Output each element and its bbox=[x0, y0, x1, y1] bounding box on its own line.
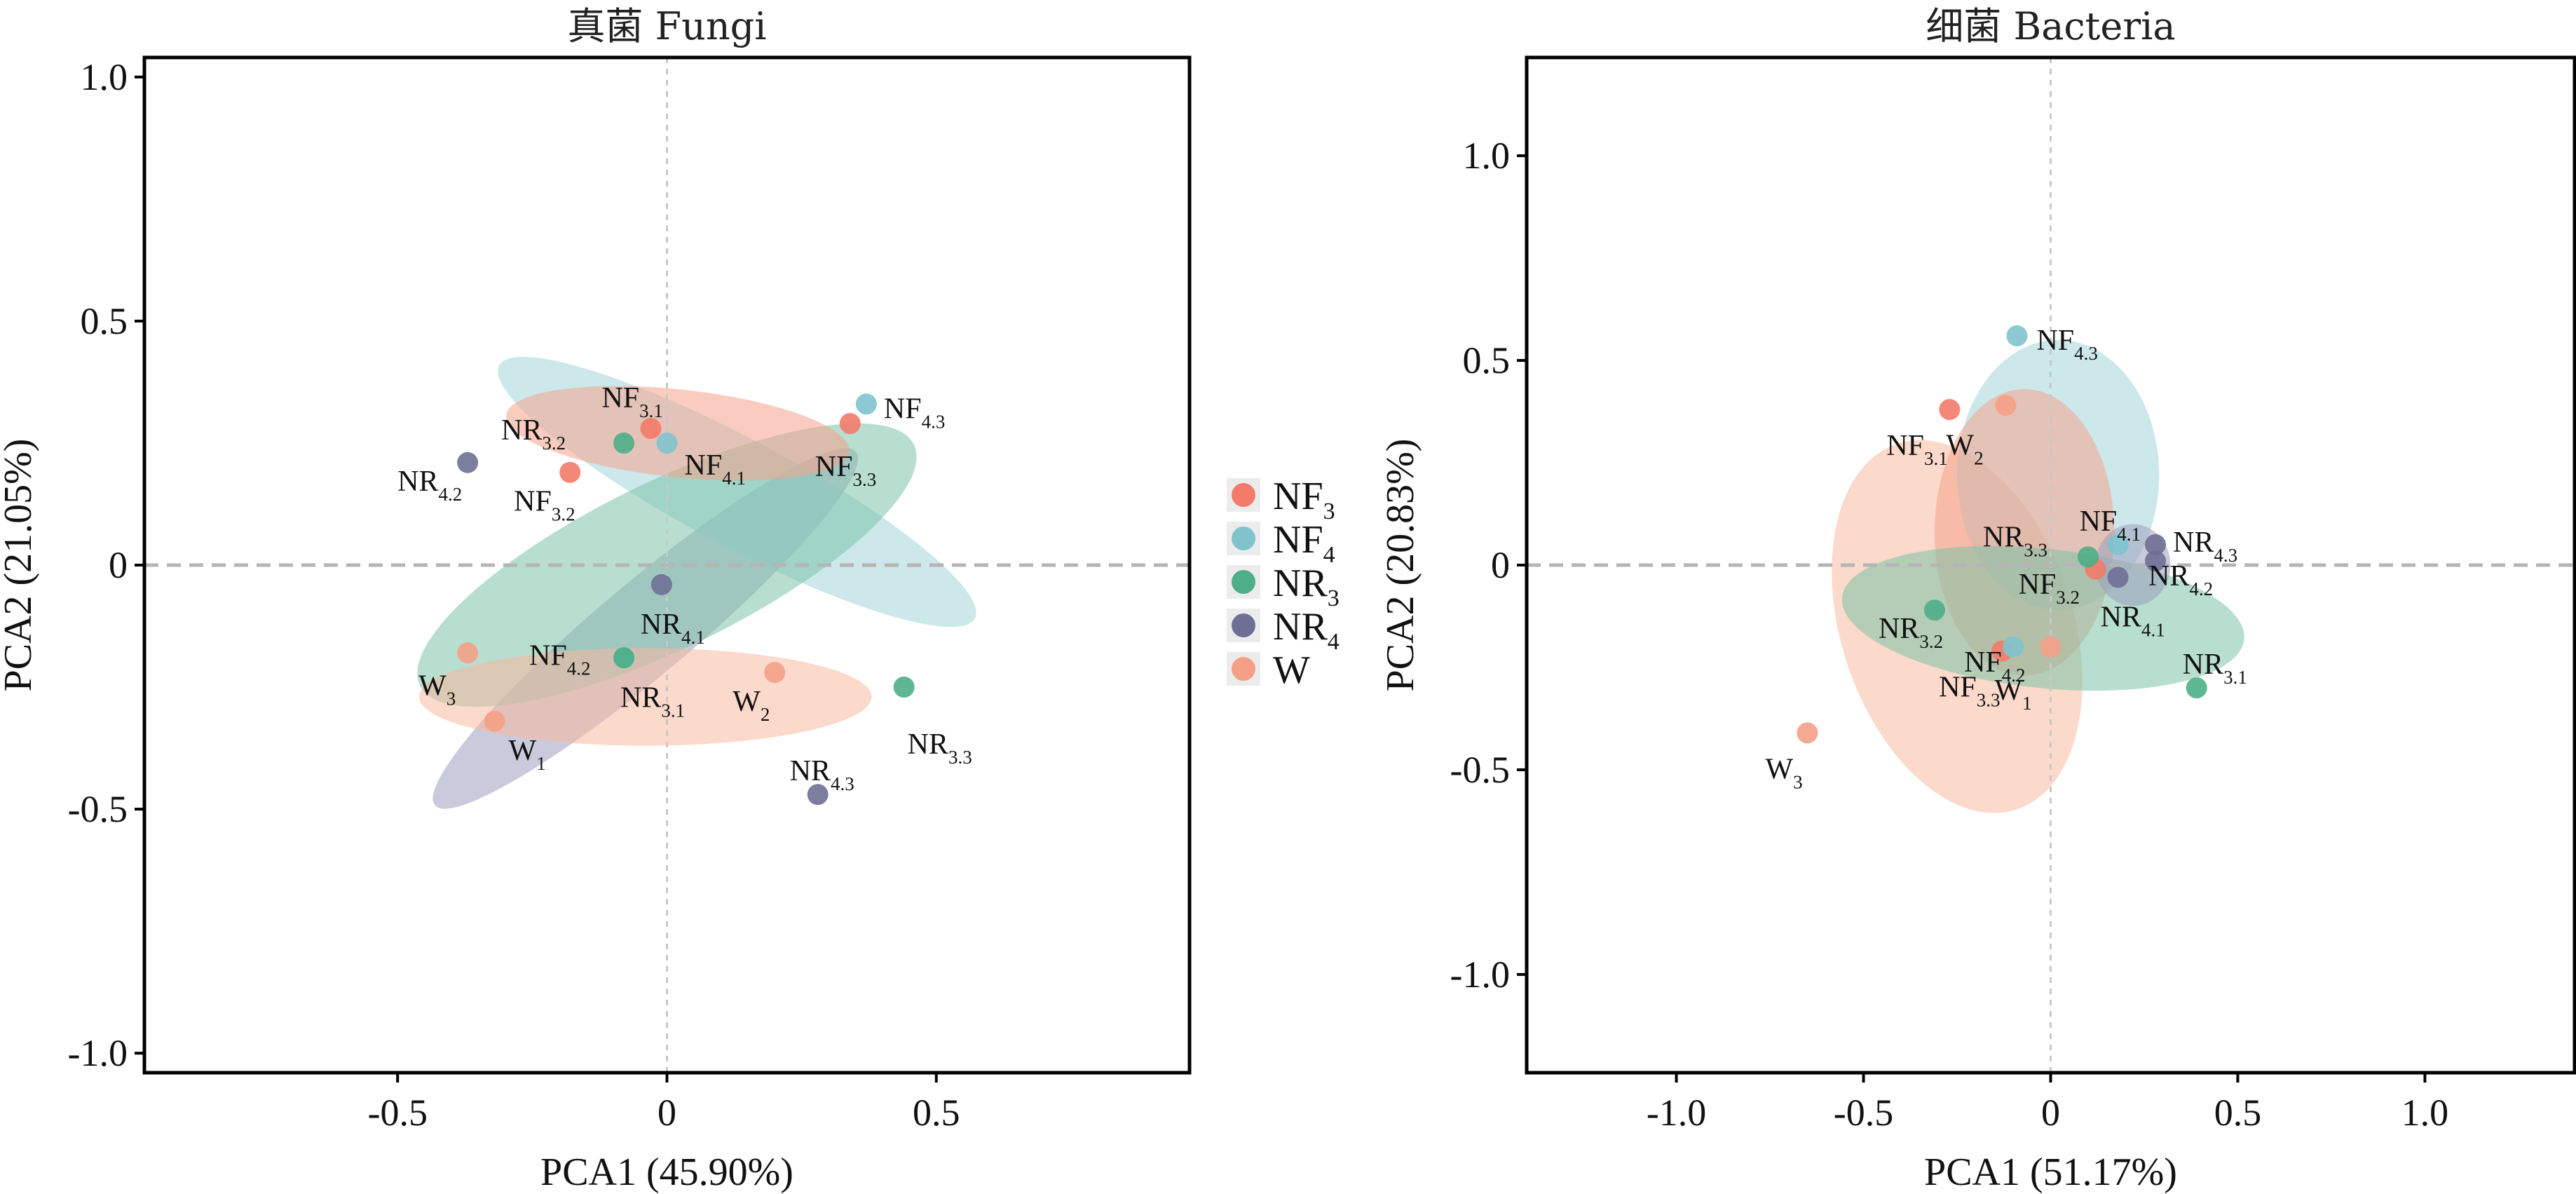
bacteria-point-label: NR4.2 bbox=[2148, 560, 2213, 599]
legend-label-nf3: NF3 bbox=[1273, 475, 1335, 524]
fungi-point-nf-3-3 bbox=[839, 413, 861, 435]
legend-swatch-nr4 bbox=[1232, 613, 1255, 637]
fungi-ellipse-w bbox=[418, 648, 872, 746]
fungi-panel: 真菌 Fungi NF3.1 NF3.2 NF3.3 NF4.1 NF4.2 NF4.3 NR… bbox=[0, 4, 1192, 1194]
bacteria-panel: 细菌 Bacteria NF3.1 NF3.2 NF3.3 NF4.1 NF4.2 NF4.… bbox=[1379, 4, 2576, 1194]
bacteria-point-label: NR3.2 bbox=[1879, 613, 1943, 652]
fungi-ytick-label: 0.5 bbox=[81, 300, 128, 342]
bacteria-point-label: NR4.3 bbox=[2173, 527, 2237, 566]
bacteria-point-label: W1 bbox=[1995, 674, 2032, 714]
fungi-point-label: NF3.2 bbox=[514, 486, 575, 525]
fungi-point-nr-3-3 bbox=[893, 677, 915, 698]
fungi-point-label: NR3.1 bbox=[620, 681, 685, 721]
bacteria-point-label: NF4.1 bbox=[2080, 506, 2141, 545]
fungi-title: 真菌 Fungi bbox=[567, 4, 766, 48]
fungi-point-nf-4-1 bbox=[656, 432, 678, 454]
bacteria-point-label: NF4.2 bbox=[1964, 646, 2025, 686]
legend-swatch-w bbox=[1232, 657, 1255, 681]
bacteria-point-label: W3 bbox=[1765, 753, 1802, 792]
bacteria-ytick-label: -1.0 bbox=[1450, 954, 1510, 996]
fungi-point-label: NR4.2 bbox=[397, 466, 462, 505]
bacteria-point-nr-3-2 bbox=[1923, 599, 1945, 621]
fungi-ytick-label: 0 bbox=[109, 544, 128, 586]
bacteria-ytick-label: 1.0 bbox=[1463, 135, 1511, 177]
fungi-point-nr-4-1 bbox=[650, 574, 672, 595]
fungi-point-nf-4-3 bbox=[855, 393, 877, 415]
bacteria-xlabel: PCA1 (51.17%) bbox=[1924, 1151, 2177, 1194]
bacteria-point-nf-4-2 bbox=[2003, 636, 2024, 658]
bacteria-ytick-label: 0 bbox=[1491, 544, 1510, 586]
fungi-point-label: NF4.2 bbox=[529, 639, 590, 679]
fungi-point-label: NF3.3 bbox=[815, 451, 876, 490]
fungi-point-label: NF4.3 bbox=[884, 393, 945, 432]
bacteria-point-label: NF4.3 bbox=[2036, 325, 2097, 364]
fungi-ellipse-nf3 bbox=[506, 386, 850, 481]
bacteria-xtick-label: 0 bbox=[2041, 1092, 2060, 1134]
fungi-point-label: NR4.1 bbox=[641, 609, 705, 648]
bacteria-xtick-label: -0.5 bbox=[1834, 1092, 1893, 1134]
fungi-xtick-label: 0.5 bbox=[913, 1092, 960, 1134]
legend-swatch-nr3 bbox=[1232, 570, 1255, 594]
bacteria-point-nr-4-2 bbox=[2145, 550, 2166, 572]
bacteria-point-nf-4-1 bbox=[2107, 534, 2129, 555]
fungi-point-nr-4-3 bbox=[807, 784, 829, 806]
bacteria-point-w-3 bbox=[1797, 722, 1818, 744]
fungi-point-nf-3-2 bbox=[559, 461, 581, 483]
fungi-xtick-label: -0.5 bbox=[367, 1092, 427, 1134]
bacteria-point-label: NF3.3 bbox=[1939, 672, 2000, 711]
legend-label-nr3: NR3 bbox=[1273, 562, 1340, 611]
bacteria-point-nr-3-1 bbox=[2186, 677, 2207, 699]
bacteria-point-label: W2 bbox=[1946, 429, 1983, 468]
fungi-point-w-1 bbox=[484, 710, 505, 732]
fungi-xtick-label: 0 bbox=[657, 1092, 676, 1134]
bacteria-point-label: NR3.1 bbox=[2183, 649, 2247, 688]
legend-label-w: W bbox=[1273, 649, 1310, 692]
fungi-point-label: NF4.1 bbox=[685, 449, 746, 489]
fungi-point-w-3 bbox=[457, 642, 479, 664]
fungi-point-label: W1 bbox=[509, 735, 546, 774]
fungi-ytick-label: -1.0 bbox=[68, 1032, 128, 1074]
fungi-point-label: NR3.3 bbox=[908, 728, 972, 768]
bacteria-point-label: NR3.3 bbox=[1983, 521, 2047, 560]
bacteria-point-label: NF3.1 bbox=[1886, 430, 1947, 469]
bacteria-point-w-1 bbox=[2040, 636, 2062, 658]
fungi-point-label: NR3.2 bbox=[501, 414, 566, 454]
fungi-ytick-label: 1.0 bbox=[81, 56, 128, 98]
bacteria-ytick-label: -0.5 bbox=[1450, 749, 1510, 791]
fungi-point-nf-3-1 bbox=[640, 418, 662, 440]
bacteria-xtick-label: -1.0 bbox=[1647, 1092, 1706, 1134]
fungi-xlabel: PCA1 (45.90%) bbox=[540, 1151, 793, 1194]
bacteria-point-label: NR4.1 bbox=[2101, 602, 2165, 641]
legend-label-nr4: NR4 bbox=[1273, 605, 1340, 655]
bacteria-xtick-label: 1.0 bbox=[2401, 1092, 2449, 1134]
bacteria-xtick-label: 0.5 bbox=[2214, 1092, 2262, 1134]
bacteria-ytick-label: 0.5 bbox=[1463, 339, 1511, 381]
bacteria-point-nr-4-3 bbox=[2145, 534, 2166, 555]
fungi-point-label: NF3.1 bbox=[601, 382, 662, 421]
fungi-ytick-label: -0.5 bbox=[68, 788, 128, 830]
legend-swatch-nf3 bbox=[1232, 483, 1255, 507]
fungi-point-w-2 bbox=[764, 662, 786, 684]
bacteria-ylabel: PCA2 (20.83%) bbox=[1379, 439, 1422, 692]
legend-label-nf4: NF4 bbox=[1273, 518, 1335, 568]
bacteria-point-nf-3-1 bbox=[1939, 399, 1961, 421]
legend-swatch-nf4 bbox=[1232, 527, 1255, 550]
bacteria-title: 细菌 Bacteria bbox=[1926, 4, 2175, 48]
bacteria-point-w-2 bbox=[1995, 395, 2017, 416]
bacteria-point-nf-4-3 bbox=[2006, 325, 2028, 347]
fungi-point-label: W2 bbox=[732, 686, 770, 725]
bacteria-point-nr-3-3 bbox=[2077, 546, 2099, 568]
fungi-point-nr-4-2 bbox=[457, 452, 479, 473]
bacteria-point-nr-4-1 bbox=[2107, 567, 2129, 588]
bacteria-point-label: NF3.2 bbox=[2019, 569, 2080, 608]
fungi-point-label: W3 bbox=[418, 670, 456, 709]
fungi-ylabel: PCA2 (21.05%) bbox=[0, 439, 40, 692]
fungi-point-nr-3-2 bbox=[613, 432, 635, 454]
fungi-point-nr-3-1 bbox=[613, 647, 635, 669]
fungi-point-label: NR4.3 bbox=[790, 755, 854, 794]
